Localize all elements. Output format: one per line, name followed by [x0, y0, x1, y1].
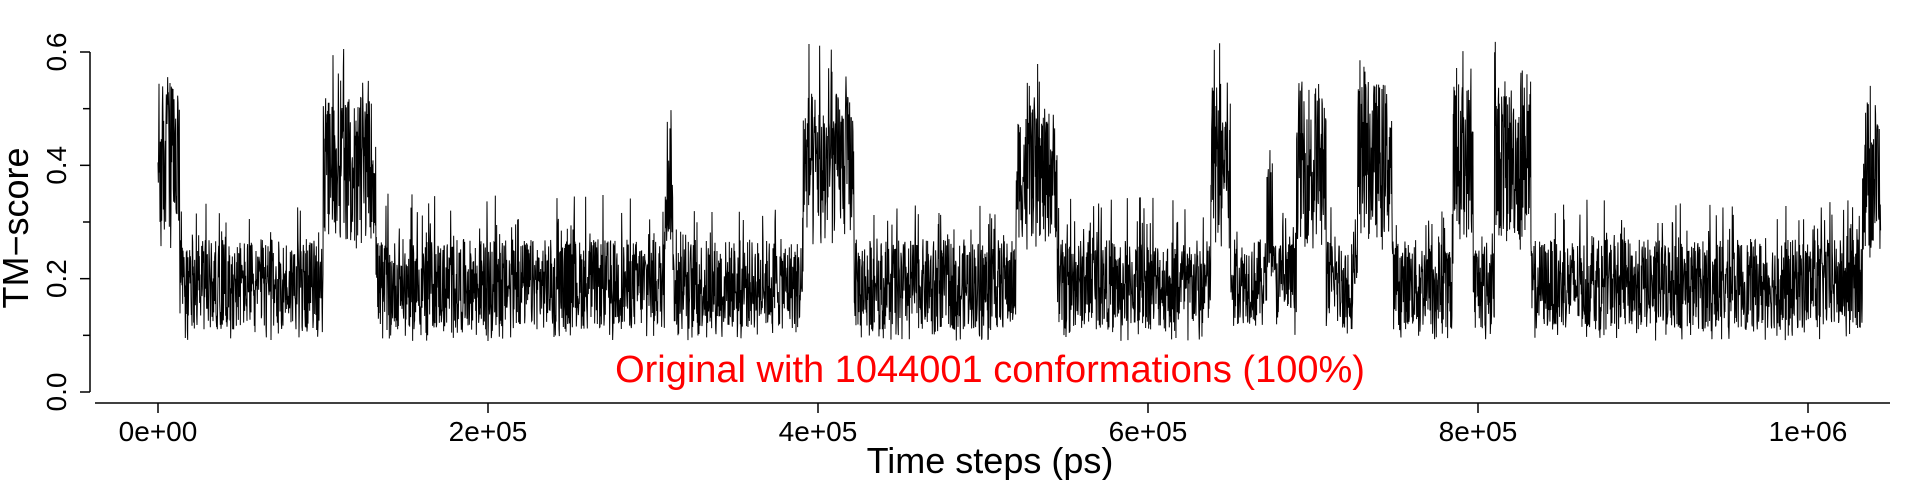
y-tick-label: 0.4: [41, 146, 72, 185]
x-tick-label: 8e+05: [1439, 416, 1518, 447]
x-tick-label: 0e+00: [119, 416, 198, 447]
conformations-annotation: Original with 1044001 conformations (100…: [615, 349, 1365, 391]
y-tick-label: 0.2: [41, 259, 72, 298]
x-tick-label: 6e+05: [1109, 416, 1188, 447]
y-tick-label: 0.0: [41, 373, 72, 412]
plot-area: [157, 41, 1882, 341]
y-axis-title: TM−score: [0, 147, 36, 308]
x-tick-label: 4e+05: [779, 416, 858, 447]
x-axis: 0e+00 2e+05 4e+05 6e+05 8e+05 1e+06: [95, 402, 1890, 447]
x-tick-label: 2e+05: [449, 416, 528, 447]
x-axis-title: Time steps (ps): [867, 440, 1114, 480]
y-axis: 0.0 0.2 0.4 0.6: [41, 33, 91, 412]
x-tick-label: 1e+06: [1769, 416, 1848, 447]
tm-score-series-line: [157, 41, 1882, 341]
y-tick-label: 0.6: [41, 33, 72, 72]
